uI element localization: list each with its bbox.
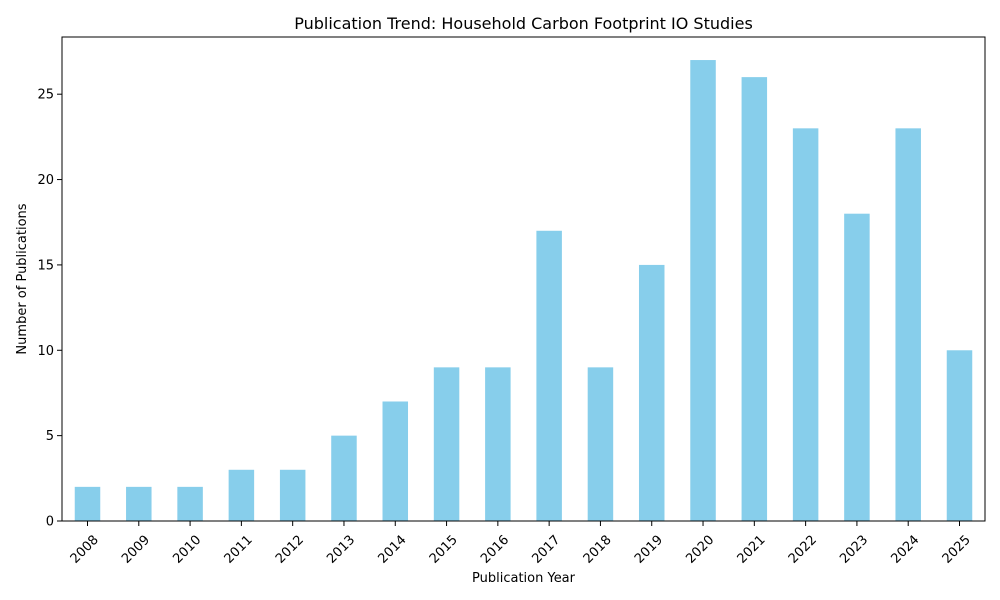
bar-2020	[690, 60, 716, 522]
bar-2022	[792, 128, 819, 521]
bar-2024	[895, 128, 921, 521]
x-tick-label: 2008	[68, 533, 102, 567]
x-tick-label: 2011	[222, 533, 256, 567]
bar-2021	[741, 77, 768, 521]
y-tick-label: 15	[37, 258, 54, 273]
x-tick-label: 2020	[683, 533, 717, 567]
chart-title: Publication Trend: Household Carbon Foot…	[294, 14, 753, 33]
x-tick-label: 2025	[940, 533, 974, 567]
x-tick-label: 2021	[735, 533, 769, 567]
bars-group	[74, 60, 973, 522]
bar-2016	[485, 367, 511, 521]
x-tick-label: 2009	[119, 533, 153, 567]
bar-2018	[587, 367, 614, 521]
x-tick-label: 2024	[888, 533, 922, 567]
x-tick-label: 2018	[581, 533, 615, 567]
y-tick-label: 20	[37, 173, 54, 188]
x-tick-label: 2010	[170, 533, 204, 567]
bar-2014	[382, 401, 409, 521]
y-tick-label: 25	[37, 88, 54, 103]
plot-frame	[61, 36, 986, 522]
bar-2023	[844, 213, 870, 521]
bar-2012	[279, 469, 306, 521]
x-tick-label: 2022	[786, 533, 820, 567]
x-tick-label: 2017	[529, 533, 563, 567]
bar-2013	[331, 435, 357, 521]
y-tick-label: 0	[46, 515, 54, 530]
x-tick-label: 2014	[376, 533, 410, 567]
bar-2017	[536, 230, 562, 521]
x-axis-ticks: 2008 2009 2010 2011 2012 2013 2014 2015 2016 2017…	[68, 521, 974, 567]
x-tick-label: 2015	[427, 533, 461, 567]
bar-2010	[177, 486, 203, 521]
bar-2009	[126, 486, 152, 521]
y-axis-label: Number of Publications	[15, 203, 30, 354]
x-tick-label: 2023	[837, 533, 871, 567]
bar-2019	[638, 264, 665, 521]
x-tick-label: 2019	[632, 533, 666, 567]
bar-2008	[74, 486, 101, 521]
x-tick-label: 2016	[478, 533, 512, 567]
y-axis-ticks: 0 5 10 15 20 25	[37, 88, 62, 530]
x-tick-label: 2012	[273, 533, 307, 567]
bar-2011	[228, 469, 255, 521]
x-axis-label: Publication Year	[472, 571, 576, 586]
bar-2015	[433, 367, 460, 521]
y-tick-label: 5	[46, 429, 54, 444]
bar-2025	[946, 350, 973, 521]
y-tick-label: 10	[37, 344, 54, 359]
x-tick-label: 2013	[324, 533, 358, 567]
